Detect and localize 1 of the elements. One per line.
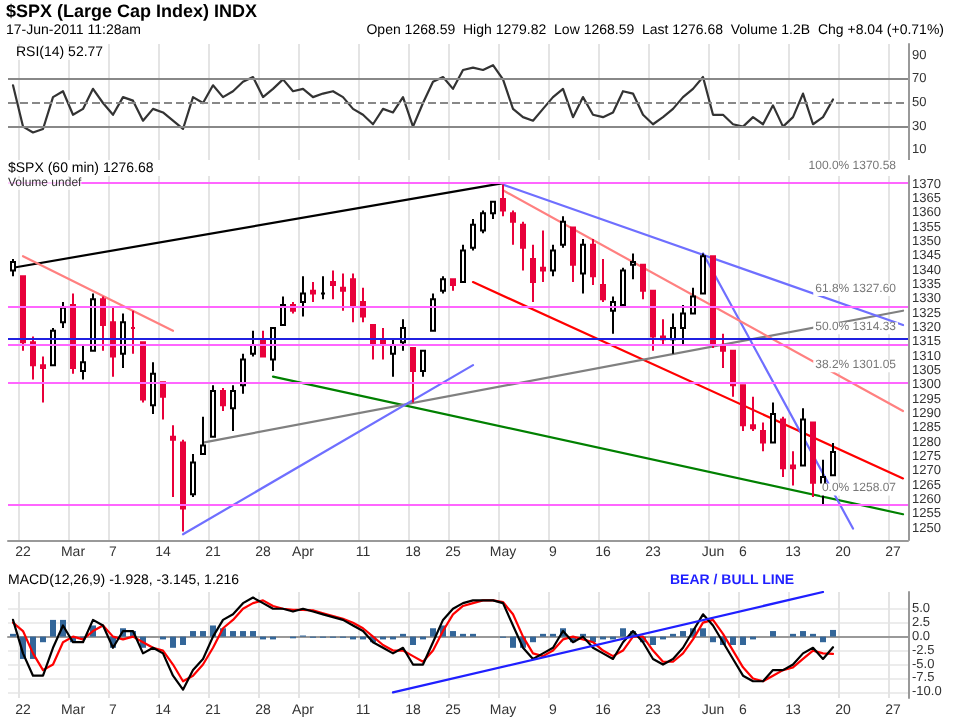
chart-title: $SPX (Large Cap Index) INDX (6, 1, 258, 21)
